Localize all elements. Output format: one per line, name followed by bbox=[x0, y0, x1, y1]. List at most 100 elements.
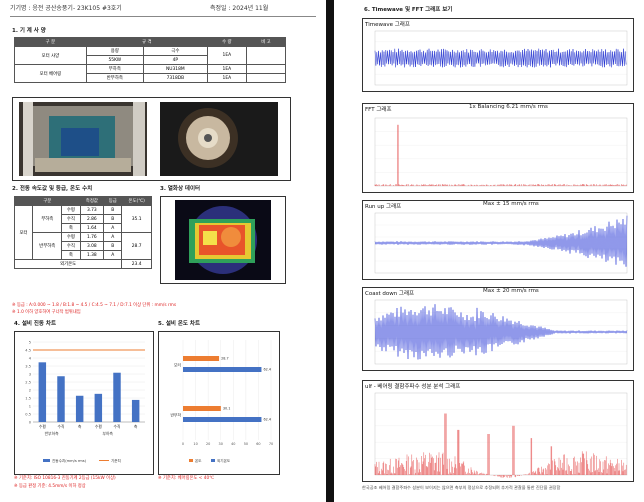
vib-axis: 수평 bbox=[61, 232, 81, 242]
vibration-table: 구분 측정값 등급 온도(℃) 모터 부하측 수평 3.73 B 35.1 수직… bbox=[13, 196, 152, 269]
spec-poles-label: 극수 bbox=[142, 46, 208, 56]
y-tick-label: 4.5 bbox=[25, 348, 31, 352]
x-tick-label: 70 bbox=[269, 442, 273, 446]
equipment-photo-1 bbox=[19, 102, 147, 176]
legend-label: 기준치 bbox=[111, 458, 121, 463]
spec-head-2: 수 량 bbox=[206, 37, 247, 47]
fft-panel: FFT 그래프 1x Balancing 6.21 mm/s rms bbox=[362, 103, 634, 193]
timewave-panel: Timewave 그래프 bbox=[362, 18, 634, 92]
bar bbox=[113, 372, 121, 422]
report-page-left: 기기명 : 응전 공산송풍기- 23K105 #3호기 측정일 : 2024년 … bbox=[0, 0, 326, 502]
x-tick-label: 축 bbox=[78, 424, 82, 429]
bar bbox=[38, 362, 47, 422]
vib-temp-load: 35.1 bbox=[121, 205, 152, 233]
vib-value: 1.76 bbox=[79, 232, 105, 242]
vib-load-side: 부하측 bbox=[32, 205, 63, 233]
x-tick-label: 0 bbox=[182, 442, 184, 446]
vib-grade: A bbox=[103, 232, 123, 242]
x-tick-label: 50 bbox=[244, 442, 248, 446]
spec-capacity-label: 용량 bbox=[85, 46, 144, 56]
y-tick-label: 5 bbox=[29, 340, 31, 344]
legend-swatch bbox=[43, 459, 50, 462]
y-tick-label: 반부하 bbox=[171, 413, 182, 418]
spec-head-3: 비 고 bbox=[245, 37, 287, 47]
fft-graph bbox=[374, 117, 628, 187]
runup-graph bbox=[374, 212, 628, 274]
bar bbox=[131, 399, 140, 422]
vibration-chart-frame: 0 0.5 1 1.5 2 2.5 3 3.5 4 4.5 5 수평 수직 축 수평 수직 축 반부하측 부하측 진동… bbox=[14, 331, 154, 475]
coastdown-title: Coast down 그래프 bbox=[365, 291, 415, 297]
plot-area bbox=[374, 117, 628, 187]
vib-value: 2.86 bbox=[79, 214, 105, 224]
x-tick-label: 40 bbox=[231, 442, 235, 446]
y-tick-label: 3.5 bbox=[25, 364, 31, 368]
y-tick-label: 2.5 bbox=[25, 380, 31, 384]
plot-area bbox=[374, 392, 628, 476]
spec-table: 구 분 규 격 수 량 비 고 모터 사양 용량 극수 1EA 55KW 4P … bbox=[14, 37, 287, 83]
runup-max-value: Max ± 15 mm/s rms bbox=[483, 201, 539, 207]
bar bbox=[75, 395, 84, 422]
spec-head-0: 구 분 bbox=[14, 37, 87, 47]
spec-poles-value: 4P bbox=[142, 55, 208, 65]
section-temp-chart-title: 5. 설비 온도 차트 bbox=[158, 321, 201, 327]
bar bbox=[183, 406, 221, 411]
vib-ambient-label: 외기온도 bbox=[13, 259, 123, 269]
judge-note: ※ 등급 판정 기준: 4.5mm/s 이하 정상 bbox=[14, 484, 86, 489]
vib-axis: 수직 bbox=[61, 241, 81, 251]
spec-bearing-val1: NU318M bbox=[142, 64, 208, 74]
vib-head-0: 구분 bbox=[14, 196, 81, 206]
coastdown-max-value: Max ± 20 mm/s rms bbox=[483, 288, 539, 294]
equipment-photo-2 bbox=[160, 102, 278, 176]
vib-group: 모터 bbox=[13, 205, 34, 260]
bearing-fft-title: ulf - 베어링 결함주파수 성분 분석 그래프 bbox=[365, 384, 461, 390]
section-vib-chart-title: 4. 설비 진동 차트 bbox=[14, 321, 57, 327]
vib-head-4: 등급 bbox=[103, 196, 123, 206]
vib-temp-noload: 28.7 bbox=[121, 232, 152, 260]
bar bbox=[57, 376, 65, 422]
vib-grade: A bbox=[103, 250, 123, 260]
vib-axis: 축 bbox=[61, 250, 81, 260]
bar bbox=[94, 393, 103, 422]
legend-label: 온도 bbox=[195, 459, 202, 463]
y-tick-label: 1.5 bbox=[25, 396, 31, 400]
header-divider bbox=[10, 16, 316, 17]
vib-value: 1.38 bbox=[79, 250, 105, 260]
report-page-right: 6. Timewave 및 FFT 그래프 보기 Timewave 그래프 FF… bbox=[334, 0, 644, 502]
waveform-trace bbox=[374, 48, 627, 68]
timewave-title: Timewave 그래프 bbox=[365, 22, 410, 28]
spectrum-trace bbox=[374, 413, 627, 478]
spec-motor-note bbox=[245, 46, 287, 65]
bar bbox=[183, 417, 262, 422]
temperature-bar-chart: 0 10 20 30 40 50 60 70 모터 28.7 62.4 반부하 30.1 62.4 온도 외기… bbox=[171, 340, 273, 463]
status-note: ※ 1.0 이하 양호하여 구너작 범위내임 bbox=[12, 310, 81, 315]
x-tick-label: 수직 bbox=[58, 424, 65, 429]
vib-axis: 수직 bbox=[61, 214, 81, 224]
bar bbox=[183, 367, 262, 372]
waveform-trace bbox=[374, 304, 628, 360]
x-tick-label: 수평 bbox=[95, 424, 102, 429]
vib-axis: 수평 bbox=[61, 205, 81, 215]
group-label: 부하측 bbox=[102, 431, 113, 436]
spec-motor-label: 모터 사양 bbox=[14, 46, 87, 65]
fft-balancing-value: 1x Balancing 6.21 mm/s rms bbox=[469, 104, 548, 110]
y-tick-label: 2 bbox=[29, 388, 31, 392]
vib-grade: B bbox=[103, 241, 123, 251]
legend-label: 외기온도 bbox=[217, 458, 231, 463]
coastdown-panel: Coast down 그래프 Max ± 20 mm/s rms bbox=[362, 287, 634, 371]
x-tick-label: 60 bbox=[256, 442, 260, 446]
plot-area bbox=[374, 30, 628, 86]
vib-ambient-value: 23.4 bbox=[121, 259, 152, 269]
temperature-chart-frame: 0 10 20 30 40 50 60 70 모터 28.7 62.4 반부하 30.1 62.4 온도 외기… bbox=[158, 331, 280, 475]
x-tick-label: 수평 bbox=[39, 424, 46, 429]
vib-grade: B bbox=[103, 214, 123, 224]
y-tick-label: 3 bbox=[29, 372, 31, 376]
spec-bearing-label: 모터 베어링 bbox=[14, 64, 87, 83]
group-label: 반부하측 bbox=[45, 431, 59, 436]
vib-value: 3.08 bbox=[79, 241, 105, 251]
y-tick-label: 4 bbox=[29, 356, 32, 360]
x-tick-label: 30 bbox=[219, 442, 223, 446]
x-tick-label: 10 bbox=[193, 442, 197, 446]
x-tick-label: 20 bbox=[206, 442, 210, 446]
timewave-graph bbox=[374, 30, 628, 86]
